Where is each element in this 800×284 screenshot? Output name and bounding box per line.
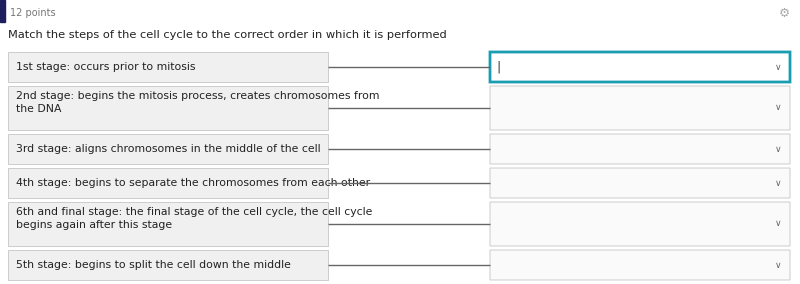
Text: ∨: ∨: [774, 260, 782, 270]
Text: 2nd stage: begins the mitosis process, creates chromosomes from
the DNA: 2nd stage: begins the mitosis process, c…: [16, 91, 379, 114]
FancyBboxPatch shape: [8, 86, 328, 130]
Text: ∨: ∨: [774, 145, 782, 153]
FancyBboxPatch shape: [490, 168, 790, 198]
FancyBboxPatch shape: [8, 250, 328, 280]
Text: 5th stage: begins to split the cell down the middle: 5th stage: begins to split the cell down…: [16, 260, 291, 270]
Text: 12 points: 12 points: [10, 8, 56, 18]
Bar: [0, 0, 5, 22]
FancyBboxPatch shape: [8, 52, 328, 82]
Text: 3rd stage: aligns chromosomes in the middle of the cell: 3rd stage: aligns chromosomes in the mid…: [16, 144, 321, 154]
FancyBboxPatch shape: [490, 52, 790, 82]
FancyBboxPatch shape: [490, 134, 790, 164]
FancyBboxPatch shape: [8, 202, 328, 246]
Text: 1st stage: occurs prior to mitosis: 1st stage: occurs prior to mitosis: [16, 62, 195, 72]
Text: |: |: [497, 60, 501, 74]
Text: ∨: ∨: [774, 103, 782, 112]
Text: Match the steps of the cell cycle to the correct order in which it is performed: Match the steps of the cell cycle to the…: [8, 30, 446, 40]
FancyBboxPatch shape: [8, 168, 328, 198]
Text: 4th stage: begins to separate the chromosomes from each other: 4th stage: begins to separate the chromo…: [16, 178, 370, 188]
Text: ∨: ∨: [774, 179, 782, 187]
FancyBboxPatch shape: [490, 86, 790, 130]
Text: 6th and final stage: the final stage of the cell cycle, the cell cycle
begins ag: 6th and final stage: the final stage of …: [16, 207, 372, 230]
Text: ∨: ∨: [774, 62, 782, 72]
Text: ⚙: ⚙: [778, 7, 790, 20]
Text: ∨: ∨: [774, 220, 782, 229]
FancyBboxPatch shape: [490, 250, 790, 280]
FancyBboxPatch shape: [490, 202, 790, 246]
FancyBboxPatch shape: [8, 134, 328, 164]
